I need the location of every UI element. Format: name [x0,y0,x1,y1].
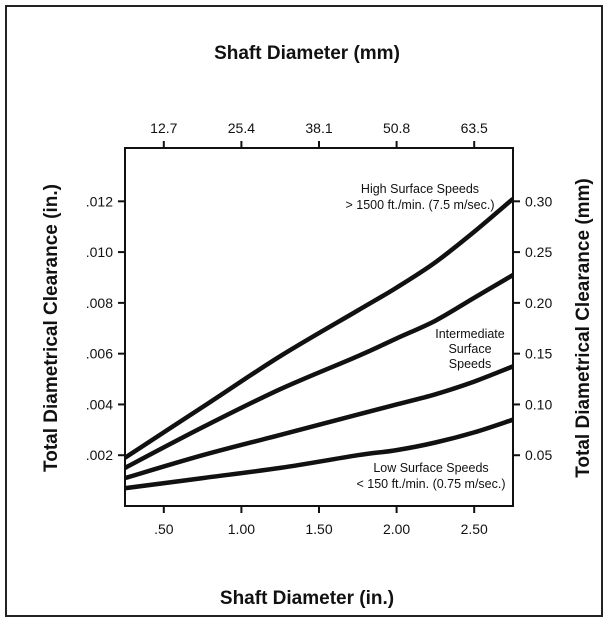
figure-frame: Shaft Diameter (mm) Shaft Diameter (in.)… [5,5,603,617]
y-right-tick-label: 0.10 [525,396,552,412]
x-axis-title: Shaft Diameter (in.) [220,588,394,609]
annotation-high: High Surface Speeds > 1500 ft./min. (7.5… [345,182,494,212]
y-right-tick-label: 0.30 [525,193,552,209]
annotation-intermediate-line2: Surface [448,342,491,356]
y-left-tick-label: .012 [86,193,113,209]
y-left-tick-label: .002 [86,447,113,463]
top-tick-label: 25.4 [228,120,255,136]
top-tick-label: 50.8 [383,120,410,136]
annotation-low-line2: < 150 ft./min. (0.75 m/sec.) [356,477,505,491]
y-left-tick-label: .006 [86,346,113,362]
annotation-high-line2: > 1500 ft./min. (7.5 m/sec.) [345,198,494,212]
x-tick-label: 2.50 [461,521,488,537]
axis-ticks: .50 1.00 1.50 2.00 2.50 12.7 25.4 38.1 50.8 63.5.… [86,120,553,537]
y-right-tick-label: 0.15 [525,346,552,362]
series-lines [123,197,515,491]
annotation-low-line1: Low Surface Speeds [373,461,488,475]
low-speed-curve [124,417,514,491]
top-tick-label: 38.1 [305,120,332,136]
y-right-tick-label: 0.05 [525,447,552,463]
annotation-intermediate-line3: Speeds [449,357,491,371]
upper-intermediate-curve [123,273,515,470]
left-y-axis-title: Total Diametrical Clearance (in.) [41,184,62,472]
y-right-tick-label: 0.20 [525,295,552,311]
y-left-tick-label: .008 [86,295,113,311]
y-left-tick-label: .010 [86,244,113,260]
annotation-high-line1: High Surface Speeds [361,182,479,196]
right-y-axis-title: Total Diametrical Clearance (mm) [573,178,594,478]
x-tick-label: 1.50 [305,521,332,537]
x-tick-label: 2.00 [383,521,410,537]
x-tick-label: 1.00 [228,521,255,537]
clearance-chart: Shaft Diameter (mm) Shaft Diameter (in.)… [41,43,594,609]
annotation-intermediate-line1: Intermediate [435,327,505,341]
top-tick-label: 63.5 [461,120,488,136]
x-tick-label: .50 [154,521,174,537]
annotation-low: Low Surface Speeds < 150 ft./min. (0.75 … [356,461,505,491]
intermediate-speed-curve [124,364,514,481]
top-axis-title: Shaft Diameter (mm) [214,43,400,64]
high-speed-curve [123,197,515,460]
y-left-tick-label: .004 [86,396,113,412]
y-right-tick-label: 0.25 [525,244,552,260]
top-tick-label: 12.7 [150,120,177,136]
annotation-intermediate: Intermediate Surface Speeds [435,327,505,371]
